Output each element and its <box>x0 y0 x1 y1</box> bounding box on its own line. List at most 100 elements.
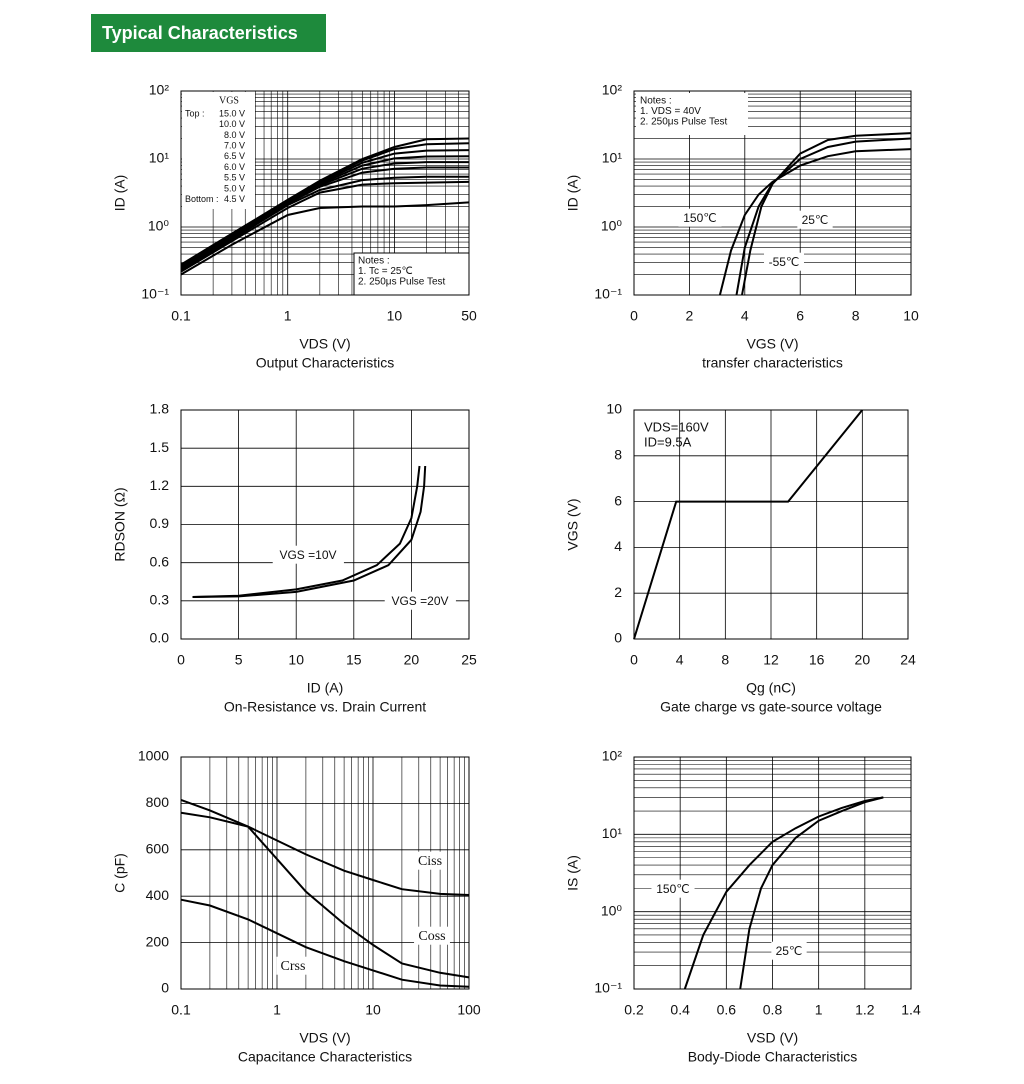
y-tick-label: 0.3 <box>150 592 170 608</box>
note: 2. 250μs Pulse Test <box>640 117 728 128</box>
x-tick-label: 0.6 <box>717 1002 737 1018</box>
y-tick-label: 800 <box>146 794 170 810</box>
series-line <box>180 898 470 988</box>
y-tick-label: 10² <box>149 82 170 98</box>
legend-entry: 6.5 V <box>224 151 245 161</box>
y-tick-label: 10¹ <box>149 150 170 166</box>
series-line <box>180 811 470 896</box>
y-tick-label: 0 <box>614 630 622 646</box>
series-line <box>633 409 864 640</box>
x-tick-label: 15 <box>346 652 362 668</box>
x-tick-label: 0.1 <box>171 1002 191 1018</box>
series-label: 150℃ <box>656 882 690 896</box>
x-axis-label: Qg (nC) <box>746 680 796 696</box>
note: ID=9.5A <box>644 434 692 449</box>
series-label: 25℃ <box>776 944 803 958</box>
y-tick-label: 10⁻¹ <box>141 286 169 302</box>
y-tick-label: 2 <box>614 584 622 600</box>
header-title: Typical Characteristics <box>102 23 298 43</box>
x-tick-label: 0 <box>177 652 185 668</box>
x-tick-label: 1.4 <box>901 1002 921 1018</box>
x-tick-label: 8 <box>721 652 729 668</box>
y-tick-label: 0.9 <box>150 515 170 531</box>
chart-title: Gate charge vs gate-source voltage <box>660 699 882 715</box>
series-label: -55℃ <box>769 255 800 269</box>
y-tick-label: 600 <box>146 841 170 857</box>
series-line <box>741 132 912 296</box>
y-tick-label: 1.5 <box>150 439 170 455</box>
x-tick-label: 10 <box>903 308 919 324</box>
series-line <box>192 465 427 598</box>
y-axis-label: VGS (V) <box>565 498 581 550</box>
legend-entry: 4.5 V <box>224 194 245 204</box>
series-label: Ciss <box>418 854 442 869</box>
chart-title: Body-Diode Characteristics <box>688 1049 858 1065</box>
chart-title: Capacitance Characteristics <box>238 1049 412 1065</box>
series-line <box>192 465 421 598</box>
y-tick-label: 0 <box>161 980 169 996</box>
label-bg <box>797 210 833 229</box>
y-tick-label: 10⁻¹ <box>594 286 622 302</box>
x-tick-label: 0.8 <box>763 1002 783 1018</box>
x-tick-label: 4 <box>741 308 749 324</box>
series-label: 150℃ <box>683 211 717 225</box>
y-tick-label: 4 <box>614 538 622 554</box>
x-tick-label: 20 <box>855 652 871 668</box>
note: VDS=160V <box>644 419 709 434</box>
notes-bg <box>353 252 470 296</box>
y-tick-label: 10² <box>602 82 623 98</box>
series-label: VGS =10V <box>279 548 336 562</box>
legend-title: VGS <box>219 95 239 106</box>
label-bg <box>384 591 456 610</box>
x-axis-label: VSD (V) <box>747 1030 798 1046</box>
y-tick-label: 1.8 <box>150 401 170 417</box>
x-tick-label: 1.2 <box>855 1002 875 1018</box>
y-axis-label: C (pF) <box>112 853 128 893</box>
y-tick-label: 200 <box>146 933 170 949</box>
series-line <box>180 180 470 273</box>
y-axis-label: ID (A) <box>565 175 581 212</box>
y-tick-label: 400 <box>146 887 170 903</box>
x-tick-label: 16 <box>809 652 825 668</box>
y-tick-label: 1000 <box>138 748 169 764</box>
legend-entry: 5.0 V <box>224 183 245 193</box>
x-tick-label: 1 <box>273 1002 281 1018</box>
legend-entry: 5.5 V <box>224 173 245 183</box>
y-axis-label: RDSON (Ω) <box>112 487 128 561</box>
y-tick-label: 10² <box>602 748 623 764</box>
x-tick-label: 0 <box>630 308 638 324</box>
label-bg <box>764 252 804 271</box>
x-axis-label: VGS (V) <box>746 336 798 352</box>
y-tick-label: 1.2 <box>150 477 170 493</box>
x-tick-label: 20 <box>404 652 420 668</box>
x-tick-label: 1 <box>815 1002 823 1018</box>
series-label: VGS =20V <box>391 594 448 608</box>
note: Notes : <box>358 256 390 267</box>
y-tick-label: 10 <box>606 401 622 417</box>
series-label: Coss <box>418 929 445 944</box>
y-tick-label: 6 <box>614 492 622 508</box>
series-line <box>683 796 884 990</box>
x-tick-label: 12 <box>763 652 779 668</box>
x-tick-label: 50 <box>461 308 477 324</box>
legend-top: Top : <box>185 108 205 118</box>
series-line <box>739 796 884 990</box>
y-tick-label: 8 <box>614 447 622 463</box>
x-tick-label: 0.2 <box>624 1002 644 1018</box>
x-tick-label: 25 <box>461 652 477 668</box>
chart-title: On-Resistance vs. Drain Current <box>224 699 426 715</box>
x-tick-label: 2 <box>686 308 694 324</box>
label-bg <box>651 879 695 898</box>
x-tick-label: 0.4 <box>670 1002 690 1018</box>
chart-title: transfer characteristics <box>702 355 843 371</box>
note: Notes : <box>640 96 672 107</box>
y-tick-label: 10⁻¹ <box>594 980 622 996</box>
x-tick-label: 1 <box>284 308 292 324</box>
series-line <box>180 166 469 270</box>
y-tick-label: 0.0 <box>150 630 170 646</box>
label-bg <box>771 941 807 960</box>
note: 1. VDS = 40V <box>640 106 701 117</box>
y-tick-label: 10¹ <box>602 825 623 841</box>
y-axis-label: ID (A) <box>112 175 128 212</box>
